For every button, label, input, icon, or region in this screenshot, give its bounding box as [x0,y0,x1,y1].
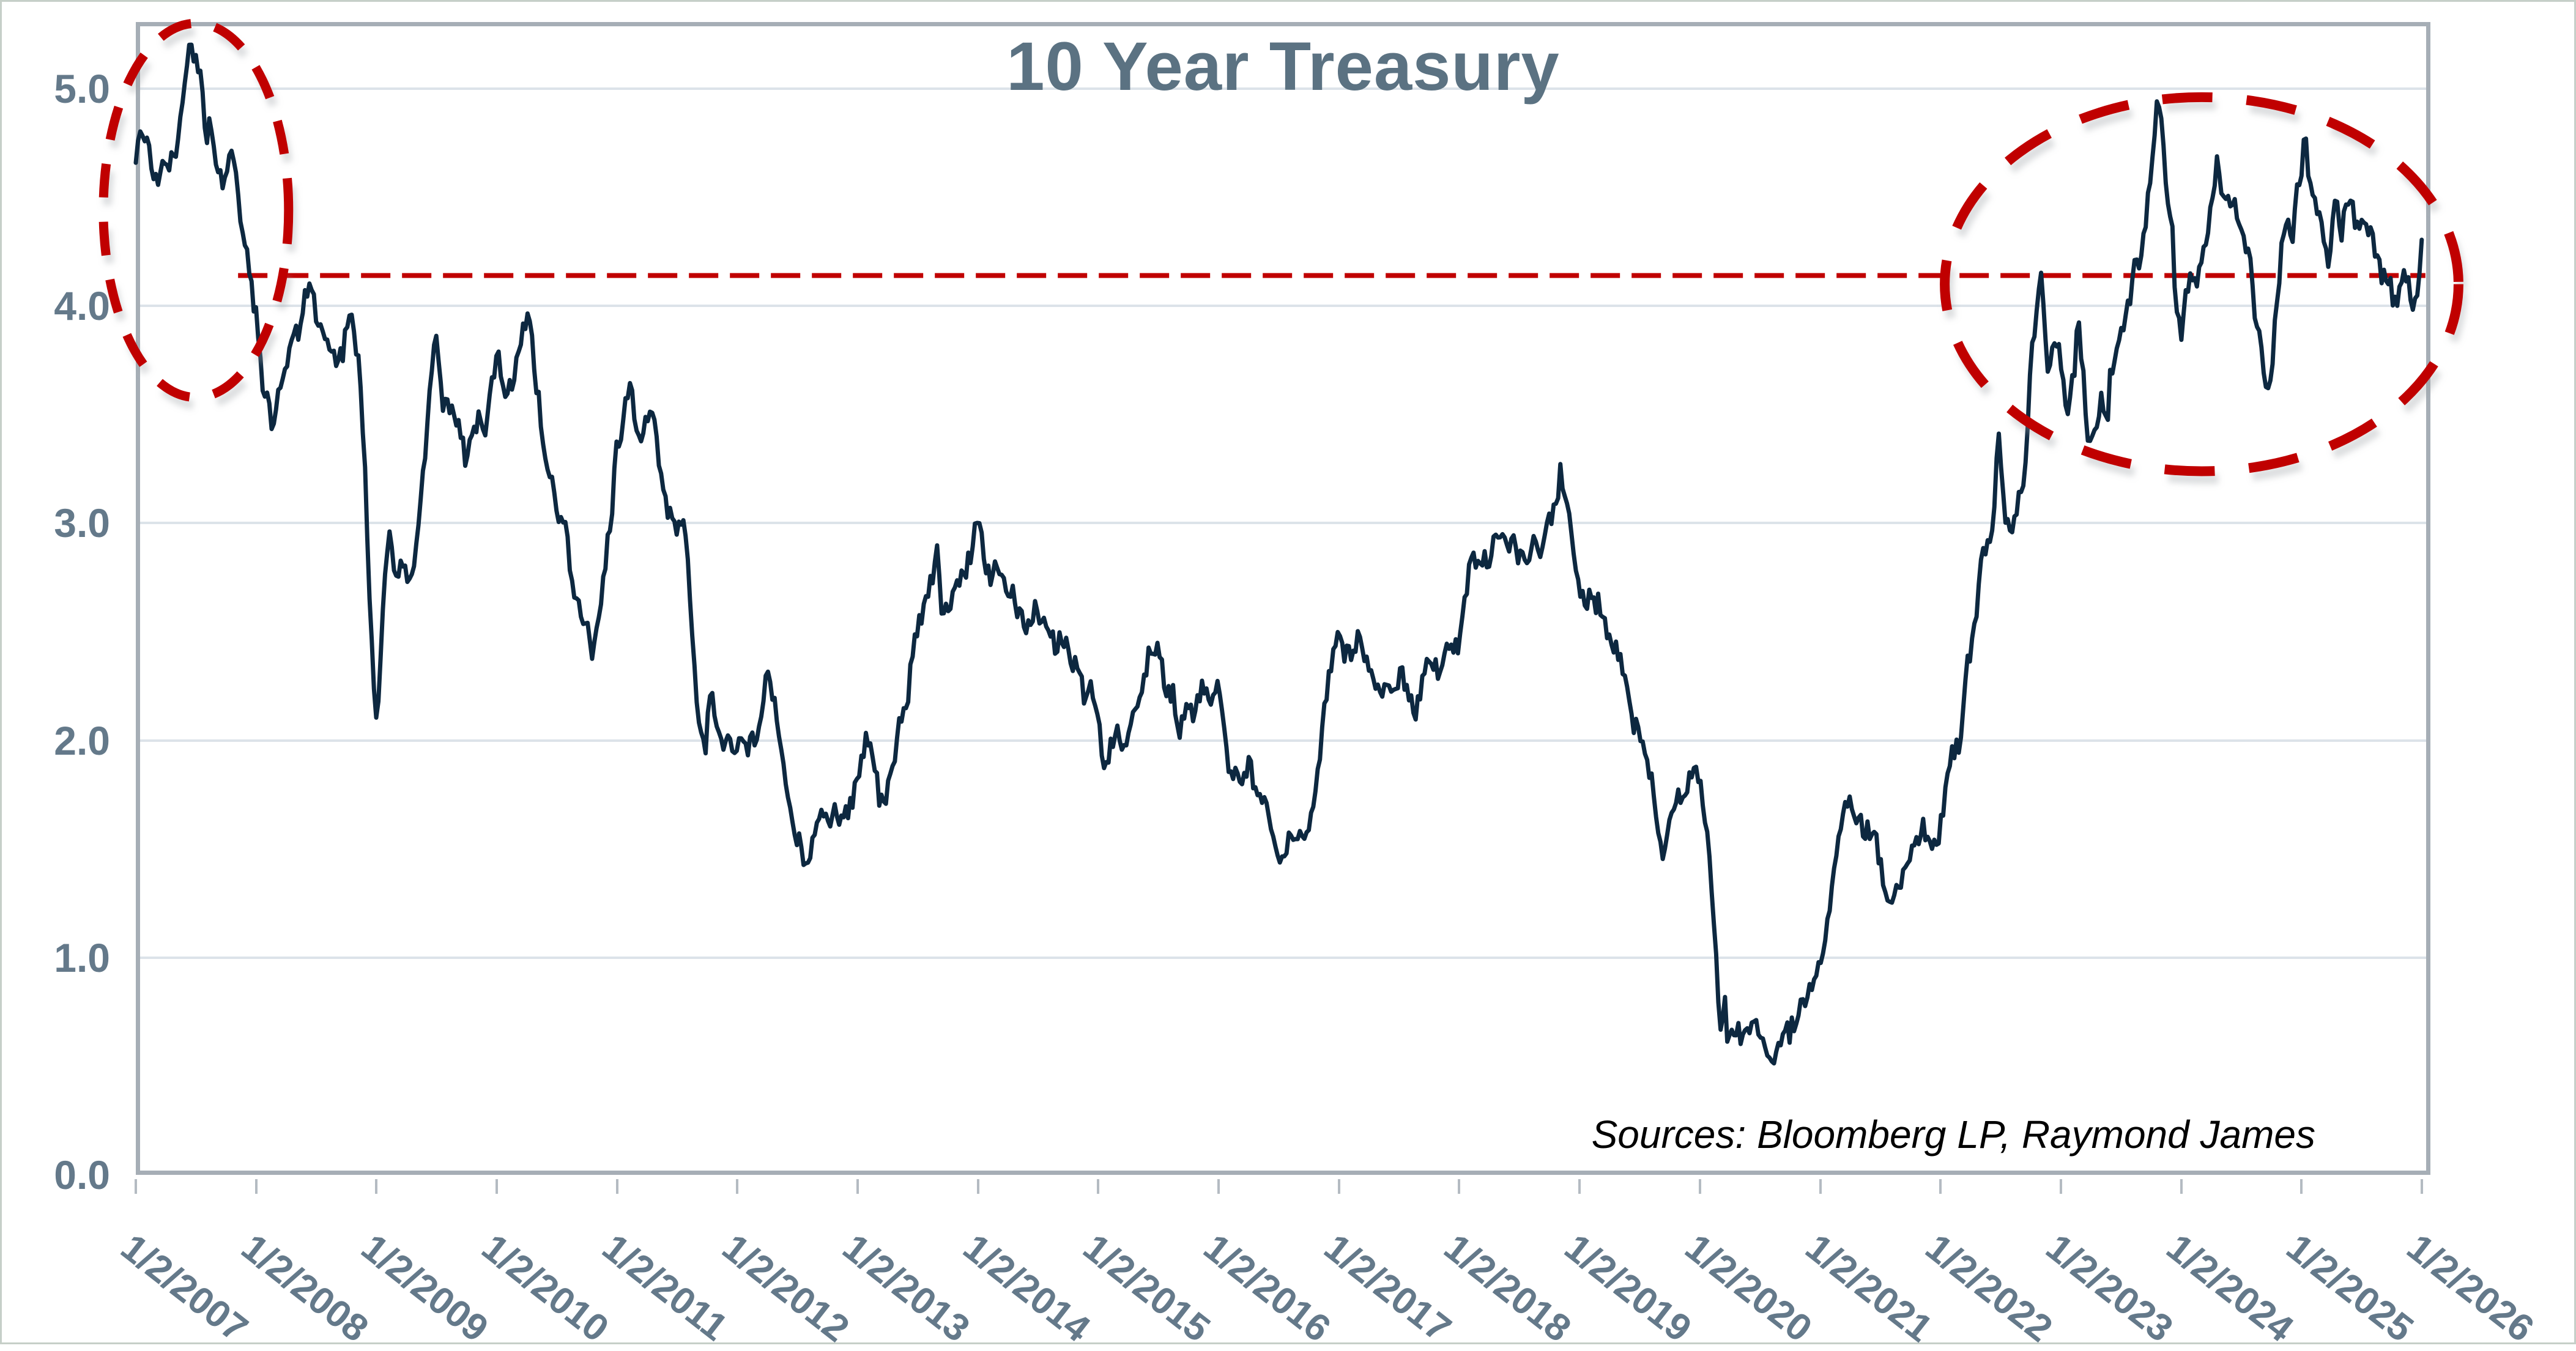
y-axis-label: 4.0 [54,283,110,329]
axis-tick [2300,1179,2303,1194]
y-axis-label: 3.0 [54,500,110,546]
gridline [140,305,2426,308]
annotation-circle-2023-2025 [1940,92,2463,476]
gridline [140,956,2426,959]
axis-tick [1217,1179,1220,1194]
y-axis-label: 5.0 [54,66,110,111]
axis-tick [1337,1179,1340,1194]
axis-tick [1819,1179,1822,1194]
axis-tick [856,1179,859,1194]
axis-tick [615,1179,618,1194]
axis-tick [1698,1179,1701,1194]
source-note: Sources: Bloomberg LP, Raymond James [1591,1112,2315,1157]
axis-tick [1097,1179,1100,1194]
y-axis-label: 1.0 [54,935,110,980]
treasury-line [133,42,2424,1066]
axis-tick [2059,1179,2062,1194]
y-axis-label: 2.0 [54,717,110,763]
axis-tick [2420,1179,2423,1194]
axis-tick [496,1179,499,1194]
axis-tick [736,1179,739,1194]
y-axis-label: 0.0 [54,1152,110,1197]
axis-tick [375,1179,378,1194]
gridline [140,87,2426,90]
gridline [140,522,2426,525]
annotation-circle-2007 [98,18,294,402]
axis-tick [135,1179,137,1194]
axis-tick [254,1179,258,1194]
axis-tick [1578,1179,1581,1194]
chart-title: 10 Year Treasury [1006,28,1560,105]
gridline [140,739,2426,742]
axis-tick [1458,1179,1461,1194]
axis-tick [1939,1179,1942,1194]
axis-tick [2180,1179,2183,1194]
plot-area [136,22,2430,1175]
axis-tick [976,1179,979,1194]
